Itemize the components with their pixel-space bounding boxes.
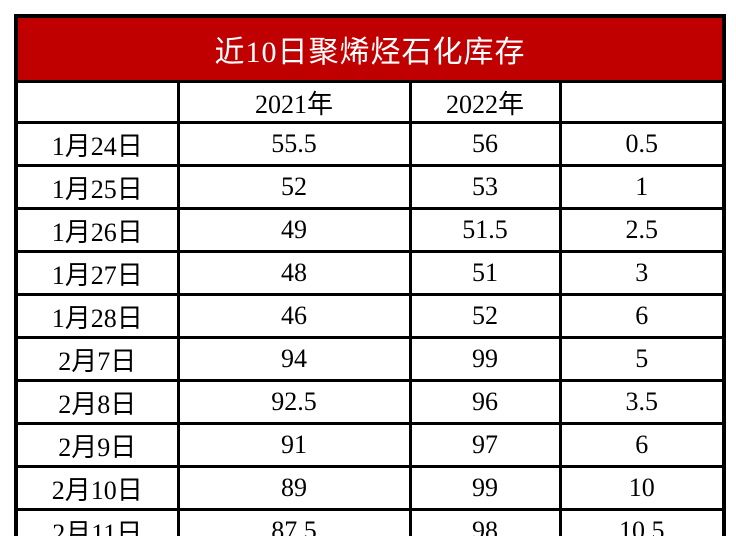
- diff-cell: 3: [558, 250, 726, 296]
- value-2021-cell: 87.5: [176, 508, 412, 536]
- table-row: 1月27日 48 51 3: [14, 250, 726, 296]
- date-cell: 1月25日: [14, 164, 180, 210]
- diff-cell: 10: [558, 465, 726, 511]
- title-row: 近10日聚烯烃石化库存: [14, 14, 726, 83]
- table-row: 1月24日 55.5 56 0.5: [14, 121, 726, 167]
- value-2022-cell: 97: [408, 422, 562, 468]
- diff-cell: 2.5: [558, 207, 726, 253]
- date-cell: 2月9日: [14, 422, 180, 468]
- table-row: 2月10日 89 99 10: [14, 465, 726, 511]
- value-2021-cell: 48: [176, 250, 412, 296]
- header-date: [14, 80, 180, 124]
- value-2022-cell: 98: [408, 508, 562, 536]
- value-2021-cell: 49: [176, 207, 412, 253]
- table-row: 1月25日 52 53 1: [14, 164, 726, 210]
- date-cell: 2月10日: [14, 465, 180, 511]
- value-2022-cell: 99: [408, 336, 562, 382]
- inventory-table: 近10日聚烯烃石化库存 2021年 2022年 1月24日 55.5 56 0.…: [14, 14, 726, 536]
- value-2022-cell: 51.5: [408, 207, 562, 253]
- date-cell: 1月26日: [14, 207, 180, 253]
- table-row: 1月26日 49 51.5 2.5: [14, 207, 726, 253]
- date-cell: 1月28日: [14, 293, 180, 339]
- diff-cell: 6: [558, 422, 726, 468]
- date-cell: 1月24日: [14, 121, 180, 167]
- table-row: 2月8日 92.5 96 3.5: [14, 379, 726, 425]
- diff-cell: 1: [558, 164, 726, 210]
- value-2022-cell: 51: [408, 250, 562, 296]
- date-cell: 2月7日: [14, 336, 180, 382]
- value-2021-cell: 92.5: [176, 379, 412, 425]
- value-2021-cell: 46: [176, 293, 412, 339]
- value-2021-cell: 91: [176, 422, 412, 468]
- diff-cell: 0.5: [558, 121, 726, 167]
- header-row: 2021年 2022年: [14, 80, 726, 124]
- value-2022-cell: 56: [408, 121, 562, 167]
- table-row: 2月9日 91 97 6: [14, 422, 726, 468]
- header-diff: [558, 80, 726, 124]
- diff-cell: 5: [558, 336, 726, 382]
- date-cell: 1月27日: [14, 250, 180, 296]
- table-row: 1月28日 46 52 6: [14, 293, 726, 339]
- table-row: 2月11日 87.5 98 10.5: [14, 508, 726, 536]
- value-2021-cell: 89: [176, 465, 412, 511]
- diff-cell: 3.5: [558, 379, 726, 425]
- diff-cell: 6: [558, 293, 726, 339]
- header-2021: 2021年: [176, 80, 412, 124]
- value-2022-cell: 96: [408, 379, 562, 425]
- date-cell: 2月11日: [14, 508, 180, 536]
- value-2021-cell: 94: [176, 336, 412, 382]
- header-2022: 2022年: [408, 80, 562, 124]
- value-2022-cell: 52: [408, 293, 562, 339]
- date-cell: 2月8日: [14, 379, 180, 425]
- value-2022-cell: 53: [408, 164, 562, 210]
- value-2021-cell: 52: [176, 164, 412, 210]
- diff-cell: 10.5: [558, 508, 726, 536]
- table-title: 近10日聚烯烃石化库存: [14, 14, 726, 83]
- table-row: 2月7日 94 99 5: [14, 336, 726, 382]
- value-2022-cell: 99: [408, 465, 562, 511]
- value-2021-cell: 55.5: [176, 121, 412, 167]
